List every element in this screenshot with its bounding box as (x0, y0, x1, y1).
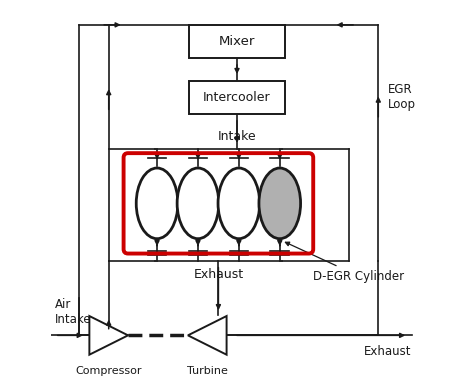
Text: Intercooler: Intercooler (203, 91, 271, 104)
Text: Compressor: Compressor (75, 366, 142, 376)
Bar (189, 25, 285, 58)
Text: Exhaust: Exhaust (193, 268, 244, 282)
Text: EGR
Loop: EGR Loop (388, 84, 416, 112)
Text: D-EGR Cylinder: D-EGR Cylinder (285, 242, 404, 283)
Ellipse shape (177, 168, 219, 239)
Bar (189, 81, 285, 114)
Ellipse shape (259, 168, 301, 239)
Text: Intake: Intake (218, 130, 256, 143)
Text: Mixer: Mixer (219, 35, 255, 48)
Ellipse shape (136, 168, 178, 239)
Text: Turbine: Turbine (187, 366, 228, 376)
Ellipse shape (218, 168, 260, 239)
Text: Air
Intake: Air Intake (55, 298, 91, 326)
Text: Exhaust: Exhaust (365, 345, 412, 358)
Polygon shape (188, 316, 227, 355)
Polygon shape (90, 316, 128, 355)
